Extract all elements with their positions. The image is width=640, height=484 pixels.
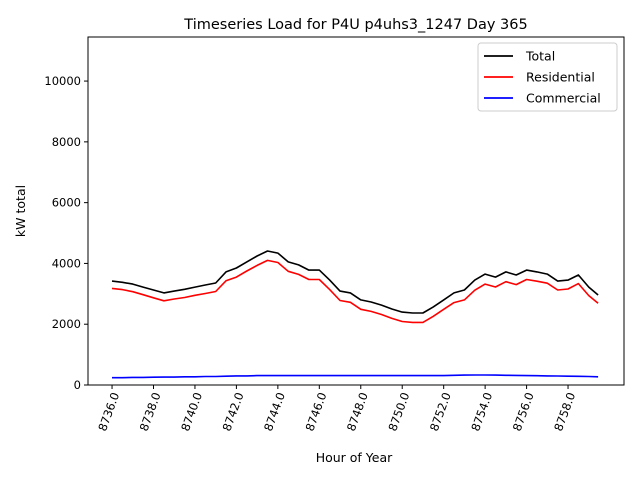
series-layer [111,250,599,379]
x-tick-label: 8754.0 [468,390,495,433]
x-tick-label: 8738.0 [137,390,164,433]
legend-frame [477,42,618,112]
x-axis-label: Hour of Year [316,450,393,465]
y-tick-label: 0 [74,378,81,392]
y-tick-label: 6000 [52,196,81,210]
y-tick-label: 4000 [52,256,81,270]
x-tick-label: 8748.0 [344,390,371,433]
series-line-total [111,250,599,314]
x-tick-label: 8744.0 [261,390,288,433]
legend-label-residential: Residential [526,70,595,85]
x-tick-label: 8746.0 [302,390,329,433]
y-tick-label: 8000 [52,135,81,149]
legend: Total Residential Commercial [477,42,618,112]
x-tick-label: 8736.0 [95,390,122,433]
x-tick-label: 8742.0 [220,390,247,433]
x-tick-label: 8752.0 [427,390,454,433]
series-line-residential [111,259,599,324]
x-tick-label: 8756.0 [510,390,537,433]
y-axis-label: kW total [13,185,28,237]
x-tick-label: 8758.0 [551,390,578,433]
y-tick-label: 10000 [44,74,81,88]
y-tick-label: 2000 [52,317,81,331]
x-tick-label: 8740.0 [178,390,205,433]
legend-label-total: Total [525,49,555,64]
y-axis: 0 2000 4000 6000 8000 10000 [44,74,88,392]
x-tick-label: 8750.0 [385,390,412,433]
x-axis: 8736.0 8738.0 8740.0 8742.0 8744.0 8746.0 8748… [95,385,578,433]
legend-label-commercial: Commercial [526,91,601,106]
series-line-commercial [112,374,599,379]
plot-frame [87,36,625,386]
chart-title: Timeseries Load for P4U p4uhs3_1247 Day … [183,17,527,33]
